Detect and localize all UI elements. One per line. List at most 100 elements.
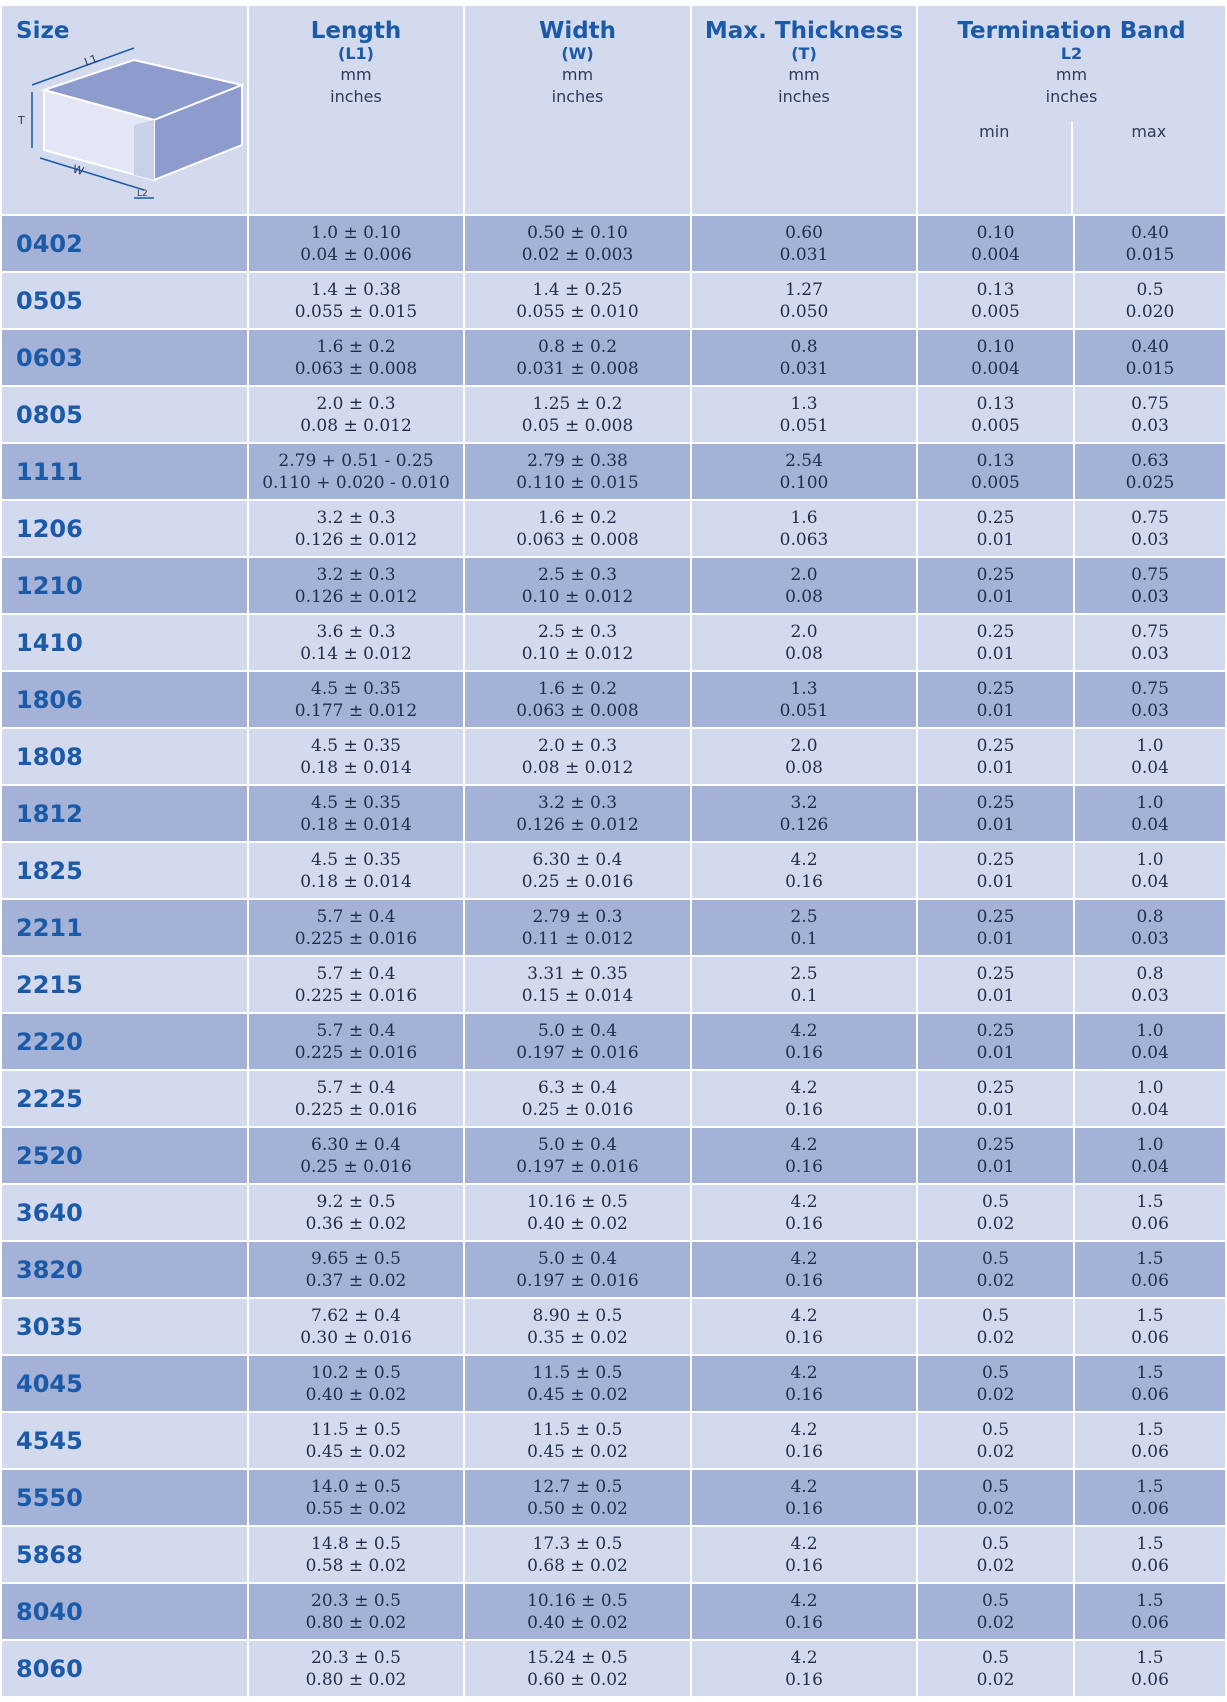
inch-value: 0.015 — [1125, 244, 1175, 265]
inch-value: 0.02 — [976, 1213, 1015, 1234]
value-cell: 6.3 ± 0.4 0.25 ± 0.016 — [465, 1071, 690, 1126]
inch-value: 0.01 — [976, 1156, 1015, 1177]
header-unit: inches — [330, 87, 382, 106]
value-cell: 4.2 0.16 — [692, 1413, 916, 1468]
inch-value: 0.80 ± 0.02 — [305, 1612, 407, 1633]
mm-value: 4.2 — [790, 1305, 818, 1326]
size-cell: 1111 — [2, 444, 247, 499]
value-cell: 4.5 ± 0.35 0.18 ± 0.014 — [249, 729, 463, 784]
value-cell: 4.2 0.16 — [692, 1470, 916, 1525]
max-label: max — [1131, 122, 1167, 141]
inch-value: 0.03 — [1131, 529, 1169, 550]
mm-value: 6.30 ± 0.4 — [311, 1134, 401, 1155]
mm-value: 0.75 — [1131, 621, 1169, 642]
value-cell: 4.5 ± 0.35 0.18 ± 0.014 — [249, 786, 463, 841]
mm-value: 1.5 — [1136, 1305, 1164, 1326]
inch-value: 0.197 ± 0.016 — [516, 1270, 639, 1291]
mm-value: 5.7 ± 0.4 — [316, 906, 396, 927]
mm-value: 0.5 — [981, 1248, 1010, 1269]
value-cell: 0.13 0.005 — [918, 444, 1073, 499]
mm-value: 5.0 ± 0.4 — [537, 1020, 618, 1041]
inch-value: 0.126 — [779, 814, 829, 835]
mm-value: 1.27 — [785, 279, 823, 300]
value-cell: 2.0 ± 0.3 0.08 ± 0.012 — [249, 387, 463, 442]
mm-value: 3.2 ± 0.3 — [537, 792, 618, 813]
table-row: 1812 4.5 ± 0.35 0.18 ± 0.014 3.2 ± 0.3 0.126… — [2, 786, 1225, 841]
mm-value: 0.75 — [1131, 393, 1169, 414]
inch-value: 0.01 — [976, 586, 1015, 607]
inch-value: 0.04 — [1131, 1156, 1169, 1177]
inch-value: 0.031 ± 0.008 — [516, 358, 639, 379]
inch-value: 0.004 — [971, 358, 1020, 379]
table-row: 0805 2.0 ± 0.3 0.08 ± 0.012 1.25 ± 0.2 0.05 … — [2, 387, 1225, 442]
mm-value: 1.0 — [1136, 849, 1164, 870]
value-cell: 0.25 0.01 — [918, 501, 1073, 556]
value-cell: 2.5 ± 0.3 0.10 ± 0.012 — [465, 558, 690, 613]
inch-value: 0.16 — [785, 1441, 823, 1462]
value-cell: 1.5 0.06 — [1075, 1299, 1225, 1354]
header-symbol: (L1) — [338, 44, 374, 63]
mm-value: 5.0 ± 0.4 — [537, 1248, 618, 1269]
mm-value: 2.0 ± 0.3 — [316, 393, 396, 414]
table-row: 3035 7.62 ± 0.4 0.30 ± 0.016 8.90 ± 0.5 0.35… — [2, 1299, 1225, 1354]
value-cell: 0.75 0.03 — [1075, 387, 1225, 442]
inch-value: 0.45 ± 0.02 — [527, 1384, 628, 1405]
size-cell: 1808 — [2, 729, 247, 784]
value-cell: 1.6 0.063 — [692, 501, 916, 556]
inch-value: 0.02 — [976, 1270, 1015, 1291]
inch-value: 0.45 ± 0.02 — [527, 1441, 628, 1462]
value-cell: 0.5 0.02 — [918, 1299, 1073, 1354]
mm-value: 0.8 — [1136, 963, 1164, 984]
mm-value: 1.5 — [1136, 1590, 1164, 1611]
inch-value: 0.225 ± 0.016 — [294, 1042, 418, 1063]
inch-value: 0.40 ± 0.02 — [305, 1384, 407, 1405]
mm-value: 11.5 ± 0.5 — [532, 1362, 623, 1383]
mm-value: 0.25 — [976, 564, 1015, 585]
mm-value: 7.62 ± 0.4 — [311, 1305, 401, 1326]
inch-value: 0.225 ± 0.016 — [294, 928, 418, 949]
mm-value: 15.24 ± 0.5 — [527, 1647, 628, 1668]
mm-value: 0.25 — [976, 849, 1015, 870]
mm-value: 0.25 — [976, 735, 1015, 756]
mm-value: 10.16 ± 0.5 — [527, 1191, 628, 1212]
mm-value: 5.7 ± 0.4 — [316, 1077, 396, 1098]
diagram-label: L2 — [137, 189, 148, 199]
inch-value: 0.06 — [1131, 1555, 1169, 1576]
value-cell: 0.5 0.02 — [918, 1470, 1073, 1525]
inch-value: 0.14 ± 0.012 — [300, 643, 412, 664]
size-cell: 4545 — [2, 1413, 247, 1468]
value-cell: 1.0 ± 0.10 0.04 ± 0.006 — [249, 216, 463, 271]
size-cell: 2211 — [2, 900, 247, 955]
header-title: Width — [538, 18, 617, 44]
value-cell: 2.0 0.08 — [692, 558, 916, 613]
value-cell: 11.5 ± 0.5 0.45 ± 0.02 — [465, 1413, 690, 1468]
mm-value: 4.2 — [790, 1419, 818, 1440]
mm-value: 1.6 ± 0.2 — [537, 678, 618, 699]
mm-value: 4.5 ± 0.35 — [311, 678, 401, 699]
mm-value: 0.10 — [976, 336, 1015, 357]
size-cell: 2225 — [2, 1071, 247, 1126]
value-cell: 1.0 0.04 — [1075, 1014, 1225, 1069]
table-row: 1410 3.6 ± 0.3 0.14 ± 0.012 2.5 ± 0.3 0.10 ±… — [2, 615, 1225, 670]
inch-value: 0.063 ± 0.008 — [294, 358, 418, 379]
mm-value: 0.25 — [976, 906, 1015, 927]
inch-value: 0.051 — [779, 700, 829, 721]
table-row: 2220 5.7 ± 0.4 0.225 ± 0.016 5.0 ± 0.4 0.197… — [2, 1014, 1225, 1069]
inch-value: 0.10 ± 0.012 — [521, 643, 634, 664]
inch-value: 0.031 — [779, 358, 829, 379]
inch-value: 0.45 ± 0.02 — [305, 1441, 407, 1462]
value-cell: 4.2 0.16 — [692, 1071, 916, 1126]
header-unit: mm — [561, 65, 594, 84]
value-cell: 1.6 ± 0.2 0.063 ± 0.008 — [465, 501, 690, 556]
inch-value: 0.01 — [976, 757, 1015, 778]
value-cell: 8.90 ± 0.5 0.35 ± 0.02 — [465, 1299, 690, 1354]
mm-value: 5.7 ± 0.4 — [316, 963, 396, 984]
table-row: 0603 1.6 ± 0.2 0.063 ± 0.008 0.8 ± 0.2 0.031… — [2, 330, 1225, 385]
mm-value: 2.5 ± 0.3 — [537, 621, 618, 642]
inch-value: 0.08 — [785, 586, 823, 607]
mm-value: 3.2 ± 0.3 — [316, 507, 396, 528]
inch-value: 0.04 ± 0.006 — [300, 244, 412, 265]
mm-value: 10.16 ± 0.5 — [527, 1590, 628, 1611]
mm-value: 0.63 — [1131, 450, 1169, 471]
dimension-table: Size L1 T W L2 Length (L1) mm inches Wid… — [0, 4, 1227, 1698]
